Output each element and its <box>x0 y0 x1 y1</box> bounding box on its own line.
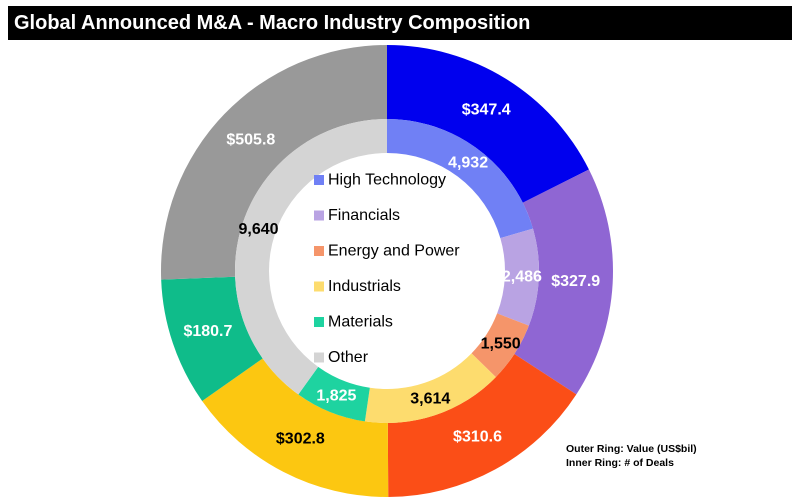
legend-swatch-6 <box>314 352 324 363</box>
inner-slice-2 <box>497 228 539 326</box>
outer-label-5: $180.7 <box>183 323 232 340</box>
legend-label-3: Energy and Power <box>328 243 460 260</box>
outer-slice-5 <box>161 276 263 402</box>
outer-slice-4 <box>202 358 389 497</box>
legend-label-1: High Technology <box>328 172 446 189</box>
inner-label-4: 3,614 <box>410 390 450 407</box>
inner-ring-note: Inner Ring: # of Deals <box>566 457 674 469</box>
legend-swatch-3 <box>314 246 324 256</box>
inner-slice-5 <box>298 366 370 422</box>
outer-slice-6 <box>161 45 387 280</box>
outer-slice-2 <box>514 169 613 395</box>
outer-ring: $347.4 $327.9 $310.6 $302.8 $180.7 $505.8 <box>161 45 613 497</box>
legend-label-6: Other <box>328 349 369 366</box>
inner-ring: 4,932 2,486 1,550 3,614 1,825 9,640 <box>235 119 542 423</box>
inner-slice-4 <box>364 353 496 423</box>
inner-label-1: 4,932 <box>448 155 488 172</box>
ring-notes: Outer Ring: Value (US$bil) Inner Ring: #… <box>566 442 697 470</box>
legend-label-5: Materials <box>328 314 393 331</box>
legend-swatch-1 <box>314 175 324 185</box>
inner-slice-1 <box>387 119 533 239</box>
inner-label-2: 2,486 <box>502 268 542 285</box>
legend-swatch-4 <box>314 281 324 292</box>
legend-label-2: Financials <box>328 207 400 224</box>
inner-label-3: 1,550 <box>481 335 521 352</box>
outer-label-6: $505.8 <box>226 131 275 148</box>
inner-slice-6 <box>235 119 387 395</box>
inner-label-5: 1,825 <box>316 388 356 405</box>
outer-slice-1 <box>387 45 589 203</box>
outer-label-2: $327.9 <box>551 273 600 290</box>
chart-title: Global Announced M&A - Macro Industry Co… <box>8 6 792 40</box>
legend-swatch-2 <box>314 210 324 221</box>
legend: High Technology Financials Energy and Powe… <box>314 172 460 366</box>
outer-label-1: $347.4 <box>462 102 511 119</box>
legend-label-4: Industrials <box>328 278 401 295</box>
outer-label-4: $302.8 <box>276 430 325 447</box>
outer-slice-3 <box>387 353 577 497</box>
inner-label-6: 9,640 <box>238 221 278 238</box>
outer-label-3: $310.6 <box>453 428 502 445</box>
legend-swatch-5 <box>314 317 324 327</box>
outer-ring-note: Outer Ring: Value (US$bil) <box>566 443 697 455</box>
inner-slice-3 <box>471 313 529 378</box>
